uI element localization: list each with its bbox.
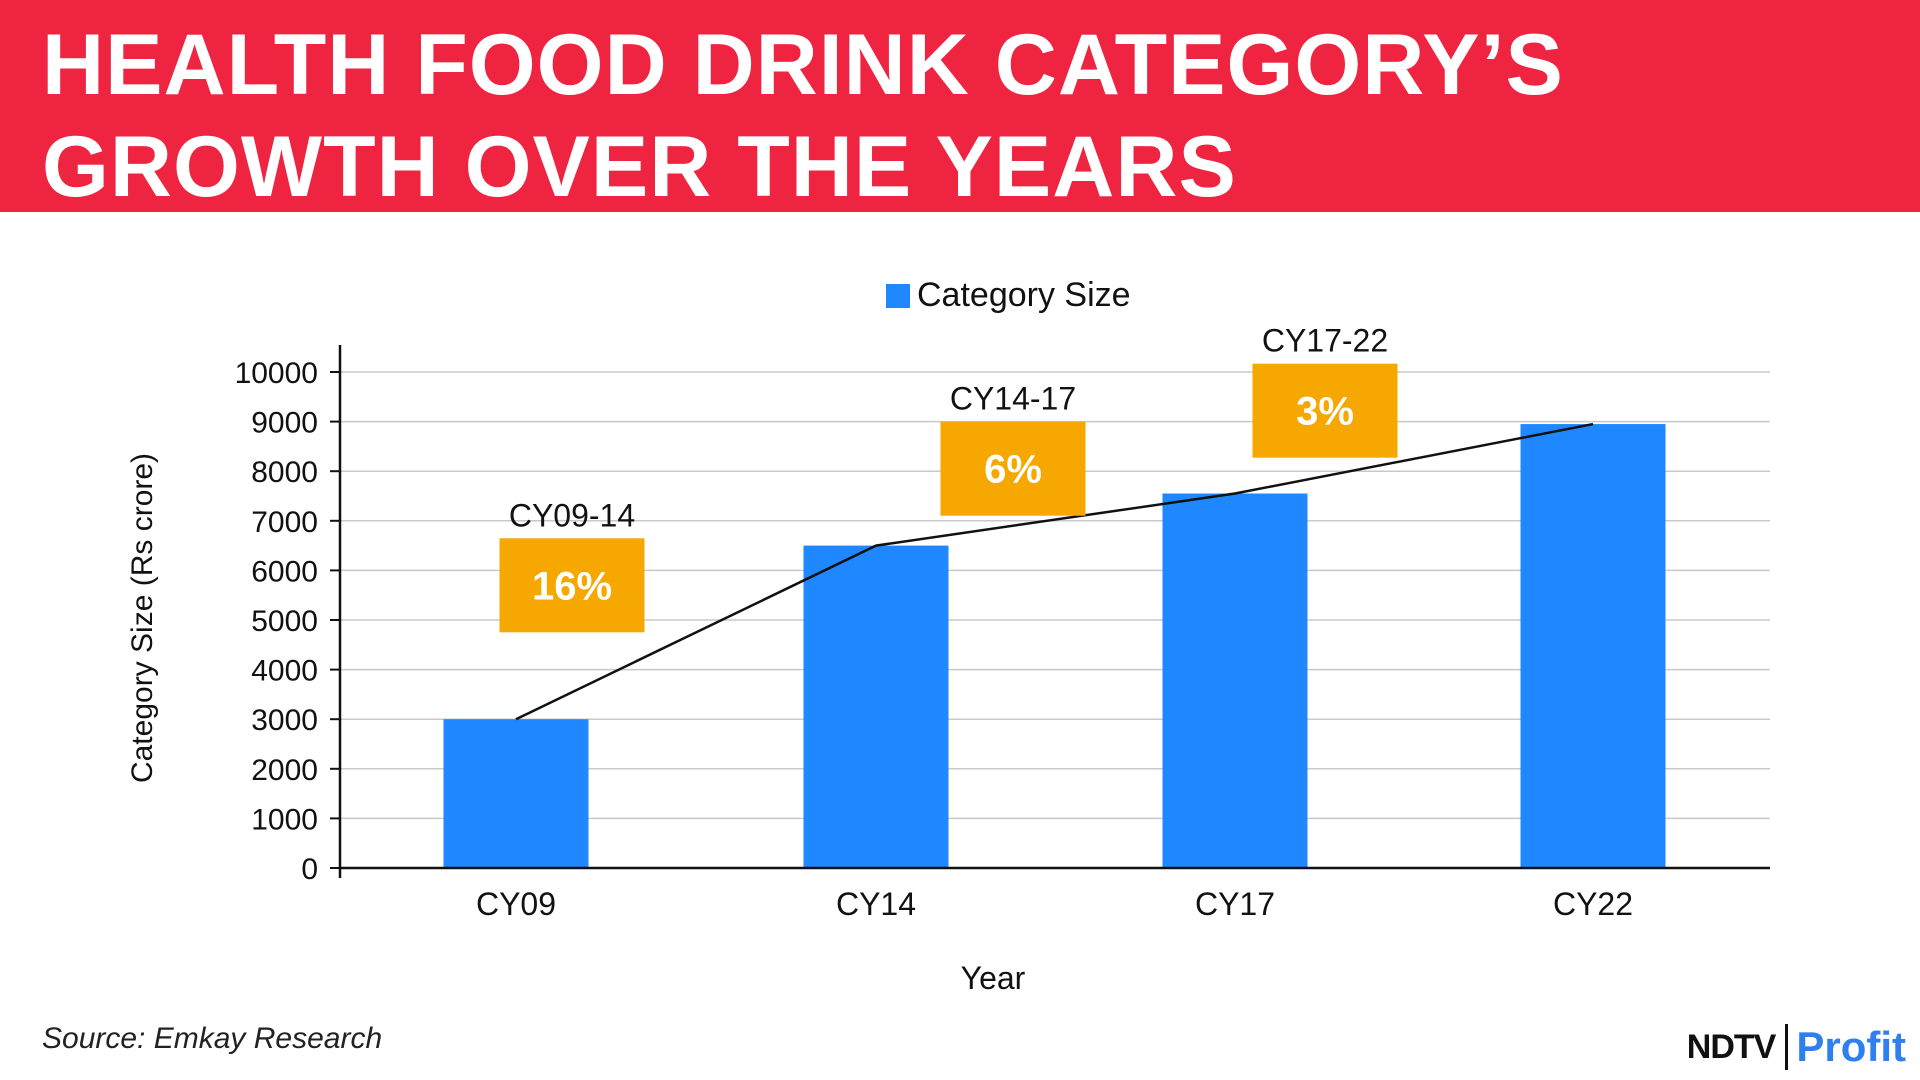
logo-ndtv: NDTV — [1686, 1027, 1777, 1066]
growth-box — [499, 538, 645, 633]
logo-divider — [1785, 1024, 1789, 1070]
y-tick-label: 7000 — [251, 506, 318, 539]
y-tick-label: 1000 — [251, 803, 318, 836]
bar-cy22 — [1520, 424, 1666, 868]
growth-period-label: CY17-22 — [1262, 323, 1388, 359]
bar-cy14 — [803, 545, 949, 868]
x-tick-label: CY14 — [836, 886, 916, 922]
growth-value: 16% — [532, 564, 612, 608]
growth-value: 3% — [1296, 390, 1354, 434]
growth-period-label: CY09-14 — [509, 497, 635, 533]
y-tick-label: 5000 — [251, 605, 318, 638]
y-tick-label: 9000 — [251, 407, 318, 440]
logo-profit: Profit — [1796, 1023, 1906, 1070]
brand-logo: NDTV Profit — [1687, 1022, 1906, 1072]
title-banner: HEALTH FOOD DRINK CATEGORY’S GROWTH OVER… — [0, 0, 1920, 215]
growth-box — [940, 421, 1086, 516]
source-note: Source: Emkay Research — [42, 1022, 383, 1055]
y-tick-label: 0 — [301, 853, 318, 886]
y-tick-label: 3000 — [251, 704, 318, 737]
page-title: HEALTH FOOD DRINK CATEGORY’S GROWTH OVER… — [42, 17, 1564, 215]
bar-cy17 — [1162, 493, 1308, 868]
y-axis-title: Category Size (Rs crore) — [126, 453, 159, 783]
x-axis-title: Year — [961, 960, 1026, 996]
y-tick-label: 4000 — [251, 655, 318, 688]
legend-label: Category Size — [917, 276, 1131, 314]
x-tick-label: CY22 — [1553, 886, 1633, 922]
growth-value: 6% — [984, 448, 1042, 492]
growth-period-label: CY14-17 — [950, 381, 1076, 417]
x-tick-label: CY17 — [1195, 886, 1275, 922]
y-tick-label: 8000 — [251, 456, 318, 489]
y-tick-label: 10000 — [235, 357, 318, 390]
bar-cy09 — [443, 719, 589, 868]
x-tick-label: CY09 — [476, 886, 556, 922]
y-tick-label: 2000 — [251, 754, 318, 787]
trend-line — [515, 422, 1594, 721]
legend-swatch — [886, 284, 910, 308]
y-tick-label: 6000 — [251, 555, 318, 588]
growth-box — [1252, 363, 1398, 458]
